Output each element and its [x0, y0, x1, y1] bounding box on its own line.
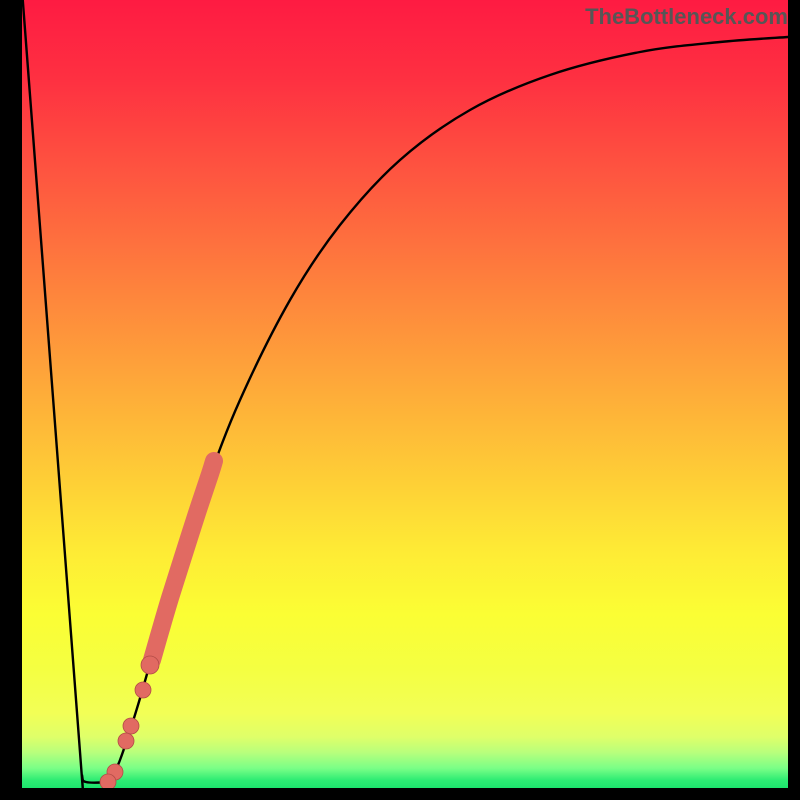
marker-dot: [123, 718, 139, 734]
marker-thick-segment: [152, 461, 214, 660]
marker-dot: [141, 656, 159, 674]
marker-dot: [100, 774, 116, 790]
watermark-label: TheBottleneck.com: [585, 4, 788, 30]
marker-dots-group: [100, 656, 159, 790]
chart-svg: [0, 0, 800, 800]
marker-dot: [135, 682, 151, 698]
marker-dot: [118, 733, 134, 749]
bottleneck-curve: [22, 0, 788, 800]
chart-container: TheBottleneck.com: [0, 0, 800, 800]
